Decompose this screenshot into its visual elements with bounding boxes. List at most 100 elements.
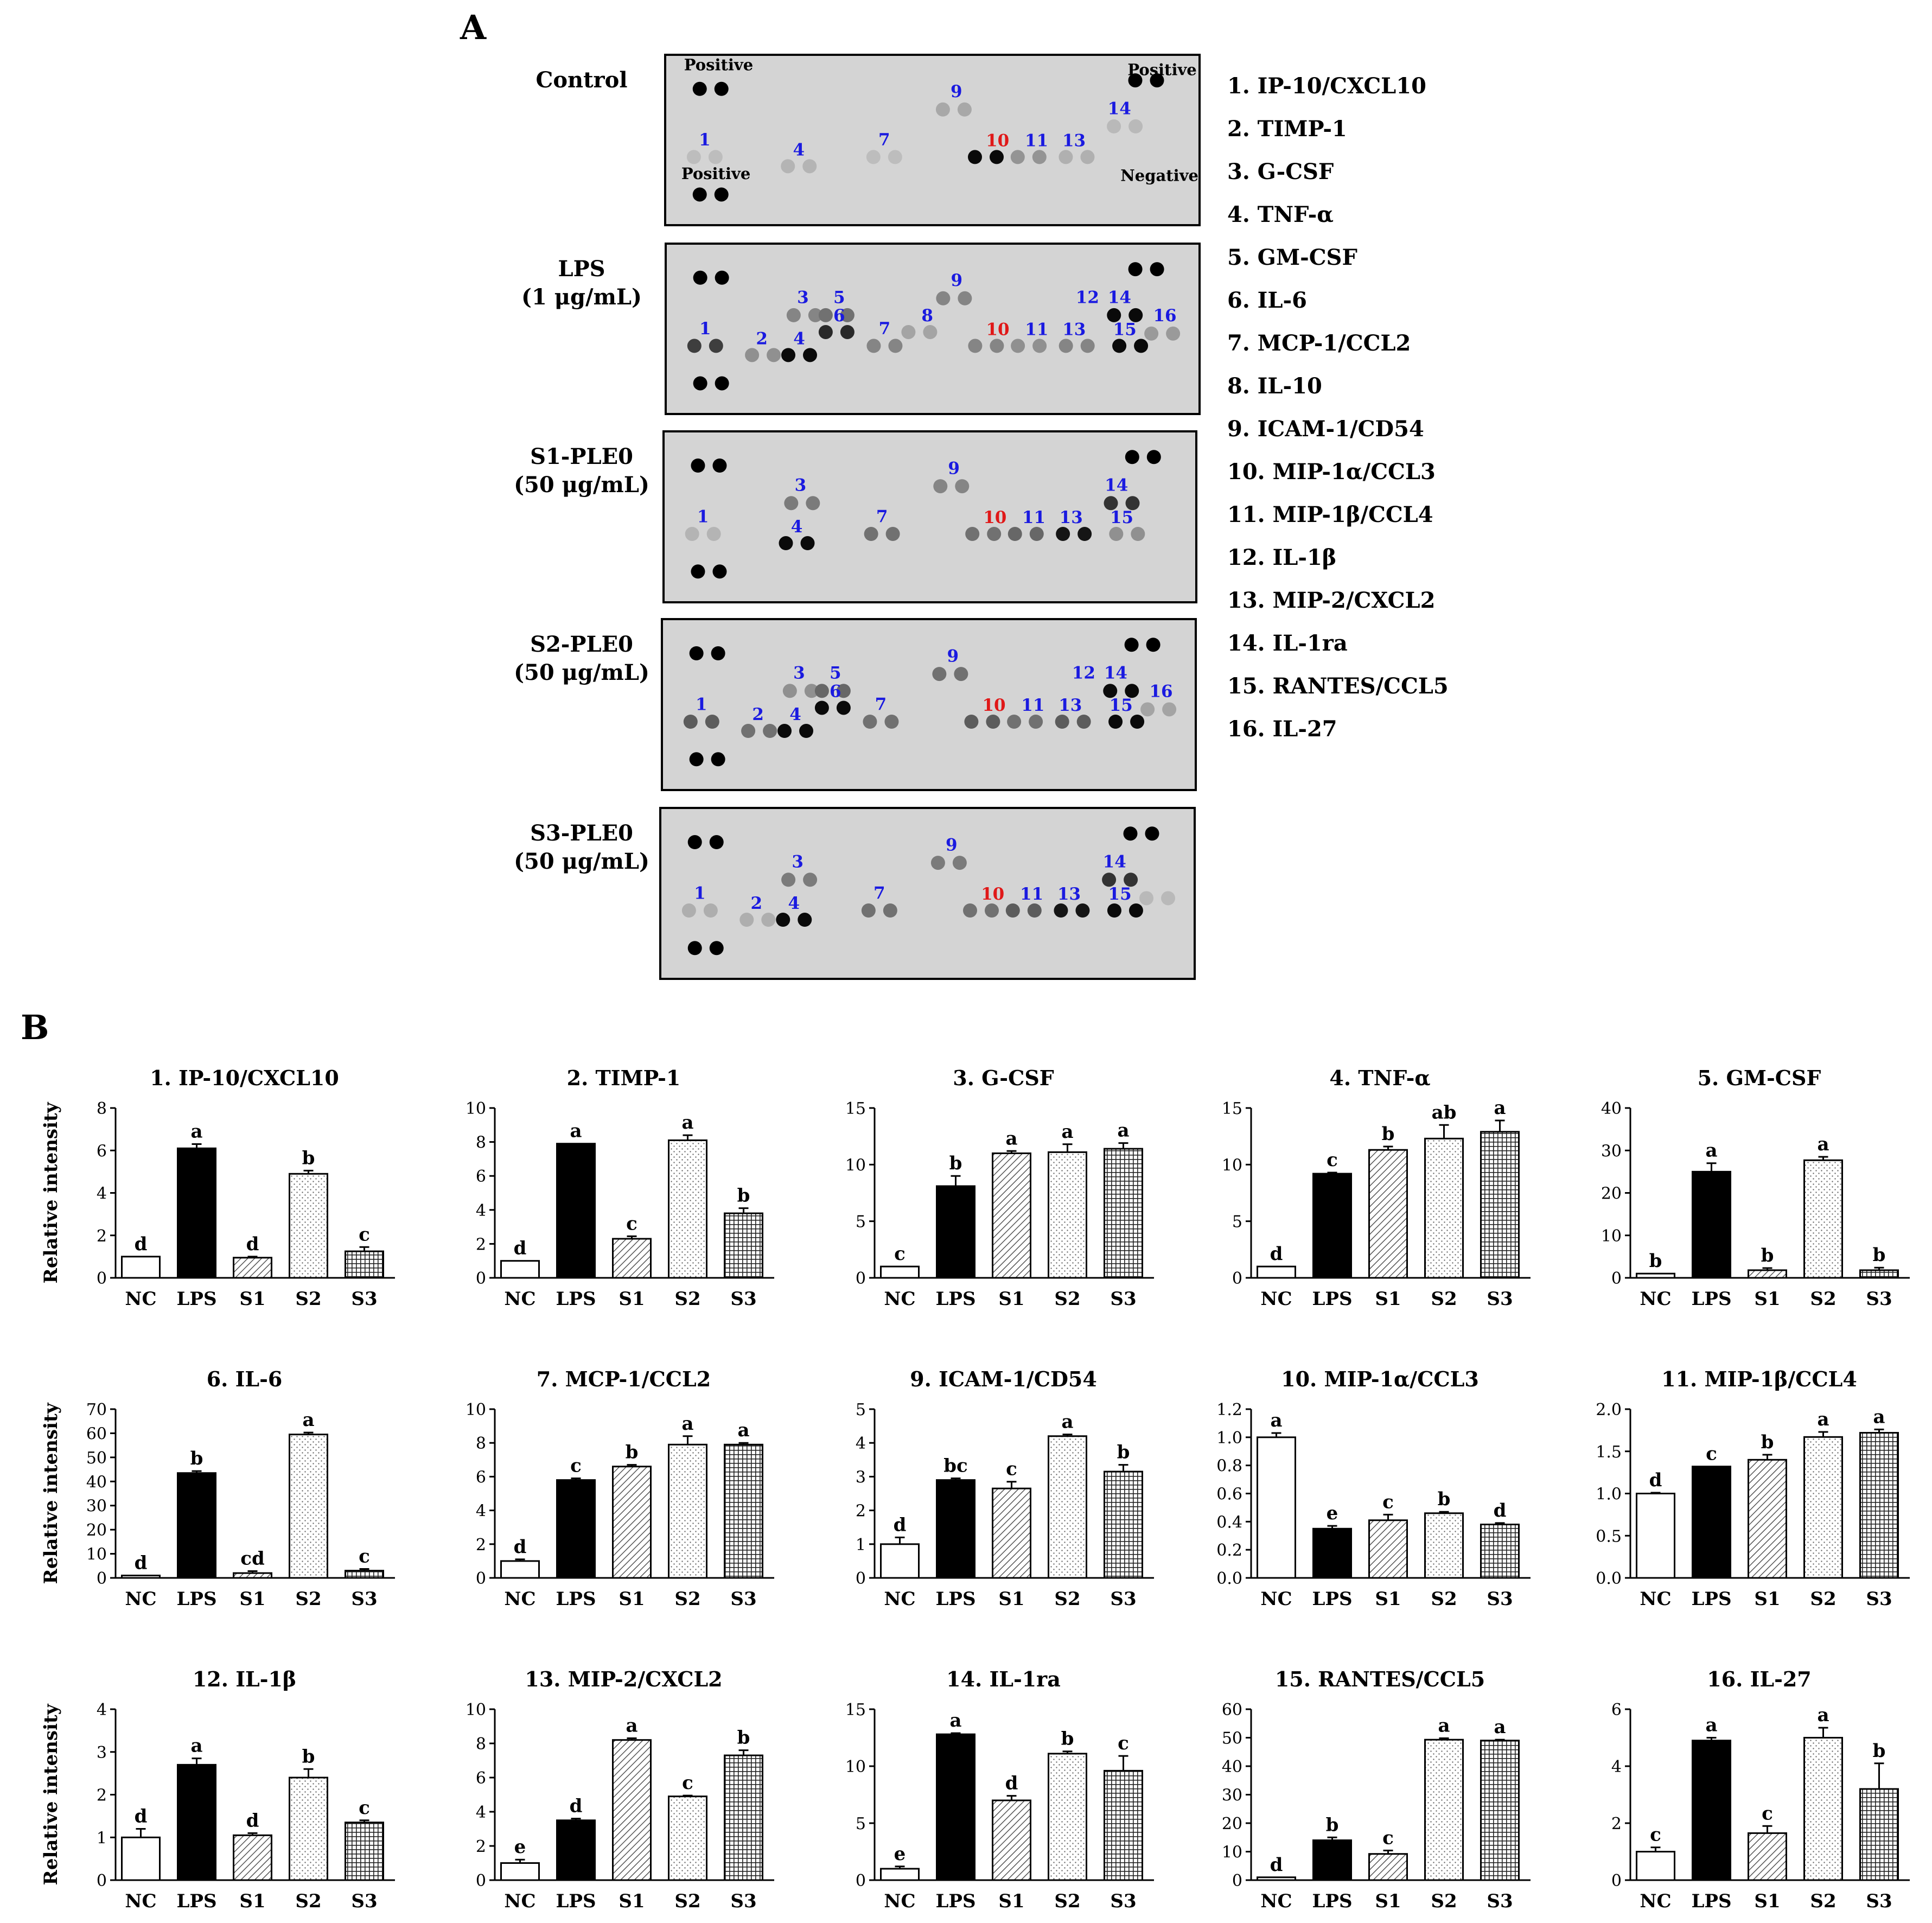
x-tick-label: S3 bbox=[1110, 1588, 1136, 1610]
significance-letter: b bbox=[1117, 1442, 1130, 1463]
significance-letter: a bbox=[681, 1413, 693, 1435]
cytokine-spot-8 bbox=[923, 324, 938, 339]
bar-s1 bbox=[1368, 1853, 1408, 1881]
cytokine-spot-14 bbox=[1107, 308, 1121, 322]
x-tick-label: S1 bbox=[1754, 1288, 1780, 1310]
cytokine-spot-1 bbox=[687, 339, 702, 353]
reference-spot bbox=[712, 459, 727, 473]
bar-s1 bbox=[992, 1487, 1031, 1579]
bar-s2 bbox=[1048, 1753, 1087, 1881]
bar-lps bbox=[1692, 1466, 1731, 1579]
spot-number: 10 bbox=[986, 131, 1009, 151]
cytokine-spot-13 bbox=[1080, 339, 1095, 353]
cytokine-spot-9 bbox=[935, 102, 950, 117]
significance-letter: b bbox=[1761, 1431, 1774, 1453]
cytokine-spot-9 bbox=[955, 479, 970, 494]
spot-number: 6 bbox=[833, 306, 845, 326]
chart-13: 14. IL-1ra 0 5 10 15 e NC a LPS d S1 b S2 c S3 bbox=[845, 1667, 1154, 1912]
chart-5: 5. GM-CSF 0 10 20 30 40 b NC a LPS b S1 a S2 b S3 bbox=[1601, 1066, 1910, 1310]
reference-spot bbox=[1146, 450, 1161, 464]
x-tick-label: S3 bbox=[351, 1588, 377, 1610]
spot-number: 13 bbox=[1059, 696, 1082, 715]
x-tick-label: S1 bbox=[619, 1890, 645, 1912]
reference-spot bbox=[715, 376, 729, 391]
y-tick-label: 1.2 bbox=[1216, 1400, 1242, 1419]
cytokine-spot-13 bbox=[1059, 150, 1073, 164]
y-tick-label: 0 bbox=[97, 1569, 107, 1588]
bar-s3 bbox=[1480, 1131, 1520, 1279]
spot-number: 16 bbox=[1149, 682, 1172, 702]
bar-nc bbox=[1257, 1436, 1296, 1579]
bar-nc bbox=[1257, 1876, 1296, 1881]
y-tick-label: 0.6 bbox=[1216, 1485, 1242, 1504]
spot-number: 7 bbox=[879, 319, 891, 339]
y-tick-label: 10 bbox=[1222, 1156, 1242, 1175]
blot-name: S3-PLE0 bbox=[530, 820, 633, 846]
y-tick-label: 10 bbox=[845, 1758, 866, 1776]
spot-number: 15 bbox=[1113, 320, 1137, 340]
significance-letter: d bbox=[1649, 1469, 1662, 1491]
y-tick-label: 30 bbox=[1222, 1786, 1242, 1805]
significance-letter: a bbox=[1817, 1409, 1829, 1430]
cytokine-spot-16 bbox=[1161, 891, 1176, 906]
x-tick-label: S3 bbox=[730, 1588, 756, 1610]
x-tick-label: S3 bbox=[1110, 1288, 1136, 1310]
x-tick-label: S2 bbox=[295, 1288, 321, 1310]
x-tick-label: NC bbox=[1640, 1288, 1671, 1310]
cytokine-spot-14 bbox=[1102, 873, 1117, 887]
y-tick-label: 0 bbox=[97, 1269, 107, 1288]
spot-number: 7 bbox=[878, 130, 890, 150]
y-tick-label: 0 bbox=[476, 1871, 486, 1890]
blot-name: S2-PLE0 bbox=[530, 632, 633, 657]
legend-item: 9. ICAM-1/CD54 bbox=[1227, 416, 1424, 442]
bar-s1 bbox=[612, 1466, 652, 1579]
y-tick-label: 0 bbox=[1232, 1871, 1242, 1890]
chart-15: 16. IL-27 0 2 4 6 c NC a LPS c S1 a S2 b S3 bbox=[1611, 1667, 1910, 1912]
x-tick-label: S2 bbox=[1054, 1588, 1080, 1610]
significance-letter: a bbox=[1438, 1715, 1450, 1737]
cytokine-spot-6 bbox=[840, 324, 855, 339]
bar-s1 bbox=[612, 1739, 652, 1881]
cytokine-spot-2 bbox=[741, 724, 756, 738]
reference-spot bbox=[1125, 450, 1139, 464]
reference-spot bbox=[693, 376, 707, 391]
cytokine-spot-14 bbox=[1125, 684, 1139, 698]
x-tick-label: S2 bbox=[295, 1890, 321, 1912]
blot-name: Control bbox=[535, 67, 627, 93]
bar-lps bbox=[1692, 1740, 1731, 1881]
y-tick-label: 15 bbox=[1222, 1099, 1242, 1118]
reference-spot bbox=[691, 459, 705, 473]
cytokine-spot-14 bbox=[1128, 308, 1143, 322]
reference-spot bbox=[1128, 73, 1143, 88]
x-tick-label: LPS bbox=[176, 1890, 216, 1912]
y-tick-label: 70 bbox=[86, 1400, 107, 1419]
y-tick-label: 8 bbox=[97, 1099, 107, 1118]
x-tick-label: S3 bbox=[730, 1890, 756, 1912]
blot-concentration: (50 μg/mL) bbox=[514, 472, 649, 498]
cytokine-spot-11 bbox=[1032, 339, 1047, 353]
x-tick-label: S2 bbox=[1810, 1588, 1836, 1610]
significance-letter: a bbox=[302, 1409, 314, 1431]
cytokine-spot-1 bbox=[683, 715, 698, 729]
bar-lps bbox=[177, 1147, 216, 1279]
cytokine-spot-13 bbox=[1056, 527, 1070, 541]
x-tick-label: S1 bbox=[239, 1890, 265, 1912]
chart-title: 7. MCP-1/CCL2 bbox=[537, 1367, 711, 1391]
significance-letter: b bbox=[302, 1746, 315, 1767]
bar-s2 bbox=[1803, 1436, 1843, 1579]
x-tick-label: NC bbox=[125, 1890, 156, 1912]
significance-letter: d bbox=[894, 1514, 907, 1536]
cytokine-spot-3 bbox=[806, 496, 820, 511]
x-tick-label: LPS bbox=[556, 1588, 596, 1610]
spot-number: 1 bbox=[699, 130, 711, 150]
cytokine-spot-13 bbox=[1059, 339, 1073, 353]
significance-letter: b bbox=[1326, 1814, 1339, 1836]
significance-letter: d bbox=[1270, 1854, 1283, 1876]
significance-letter: d bbox=[246, 1810, 259, 1831]
y-tick-label: 0.2 bbox=[1216, 1541, 1242, 1560]
spot-number: 9 bbox=[951, 271, 962, 290]
chart-6: 6. IL-6 Relative intensity 0 10 20 30 40 50 60 70… bbox=[40, 1367, 395, 1610]
cytokine-spot-11 bbox=[1027, 903, 1042, 918]
legend-item: 2. TIMP-1 bbox=[1227, 116, 1347, 142]
x-tick-label: S1 bbox=[239, 1288, 265, 1310]
